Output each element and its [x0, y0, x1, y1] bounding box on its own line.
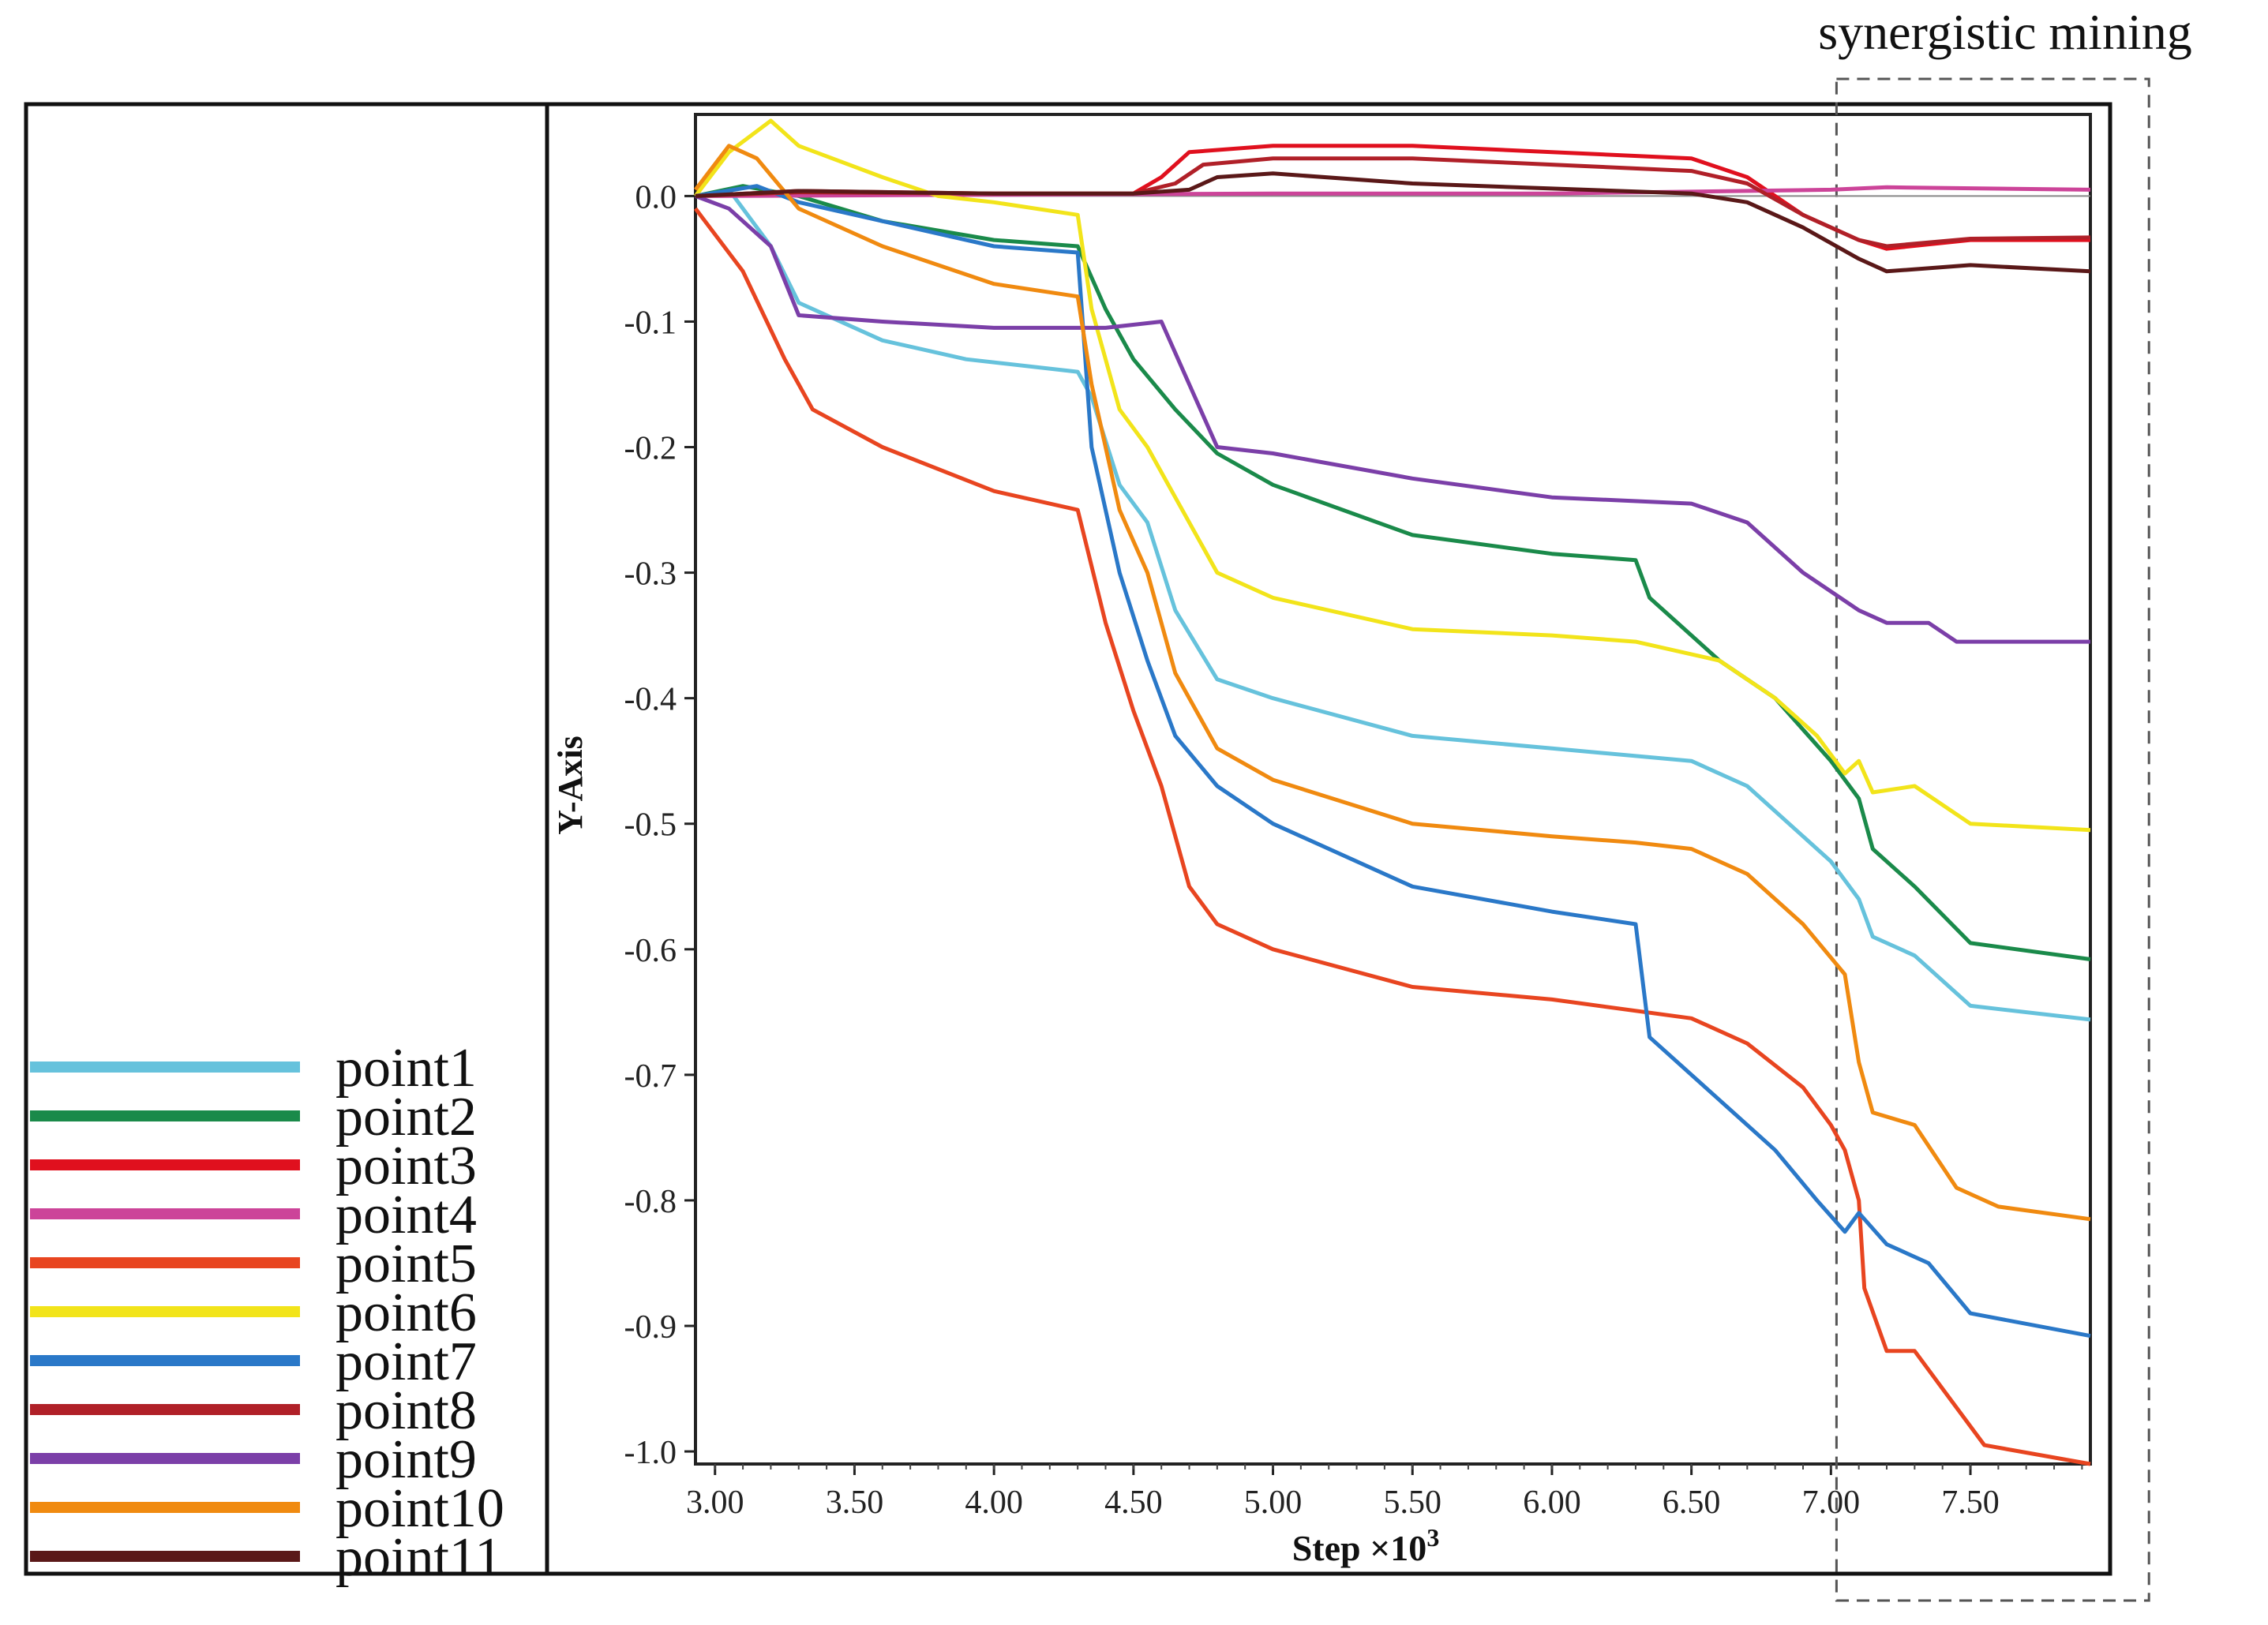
legend-label-point1: point1	[336, 1038, 477, 1099]
axis-ticks: 0.0 -0.1 -0.2 -0.3 -0.4 -0.5 -0.6 -0.7 -0.8 -0.9 -…	[624, 179, 2090, 1521]
y-tick-label: -0.2	[624, 431, 677, 467]
series-line-point11	[695, 171, 2091, 274]
series-line-point1	[695, 187, 2091, 1022]
x-tick-label: 3.00	[686, 1485, 744, 1521]
series-layer	[694, 118, 2091, 1466]
legend-label-point4: point4	[336, 1185, 477, 1245]
legend: point1point2point3point4point5point6poin…	[30, 1038, 504, 1588]
series-line-point9	[695, 194, 2090, 644]
legend-label-point5: point5	[336, 1234, 477, 1294]
x-tick-label: 7.00	[1802, 1485, 1861, 1521]
y-tick-label: -0.4	[624, 682, 677, 718]
y-tick-label: -0.1	[624, 305, 677, 341]
synergistic-mining-box	[1835, 77, 2150, 1602]
x-tick-label: 4.50	[1104, 1485, 1163, 1521]
synergistic-mining-label: synergistic mining	[1818, 4, 2191, 60]
legend-label-point3: point3	[336, 1136, 477, 1196]
series-line-point10	[694, 144, 2091, 1222]
x-axis-title-base: Step ×10	[1292, 1528, 1427, 1568]
x-axis-title: Step ×103	[1292, 1523, 1440, 1568]
y-tick-label: 0.0	[635, 179, 677, 215]
series-line-point2	[695, 184, 2091, 961]
legend-label-point10: point10	[336, 1478, 504, 1539]
x-tick-label: 4.00	[965, 1485, 1023, 1521]
x-tick-label: 5.50	[1383, 1485, 1441, 1521]
series-line-point7	[695, 184, 2091, 1339]
legend-label-point11: point11	[336, 1527, 502, 1588]
plot-area	[694, 113, 2092, 1466]
y-tick-label: -0.9	[624, 1309, 677, 1346]
series-line-point3	[695, 144, 2090, 251]
x-axis-title-exponent: 3	[1426, 1523, 1439, 1552]
legend-label-point9: point9	[336, 1429, 477, 1490]
legend-label-point2: point2	[336, 1087, 477, 1148]
x-tick-label: 6.50	[1663, 1485, 1721, 1521]
y-tick-label: -0.5	[624, 807, 677, 844]
y-tick-label: -1.0	[624, 1435, 677, 1471]
y-tick-label: -0.3	[624, 556, 677, 593]
y-tick-label: -0.8	[624, 1184, 677, 1220]
y-tick-label: -0.6	[624, 933, 677, 969]
legend-label-point6: point6	[336, 1282, 477, 1343]
x-tick-label: 5.00	[1244, 1485, 1303, 1521]
series-line-point5	[694, 207, 2091, 1466]
chart-frame	[24, 102, 2112, 1576]
x-tick-label: 7.50	[1941, 1485, 2000, 1521]
y-tick-label: -0.7	[624, 1058, 677, 1095]
x-tick-label: 3.50	[826, 1485, 884, 1521]
series-line-point6	[694, 118, 2091, 833]
series-line-point8	[695, 156, 2091, 249]
legend-label-point7: point7	[336, 1331, 477, 1392]
x-tick-label: 6.00	[1523, 1485, 1581, 1521]
legend-label-point8: point8	[336, 1380, 477, 1441]
y-axis-title: Y-Axis	[551, 736, 590, 835]
